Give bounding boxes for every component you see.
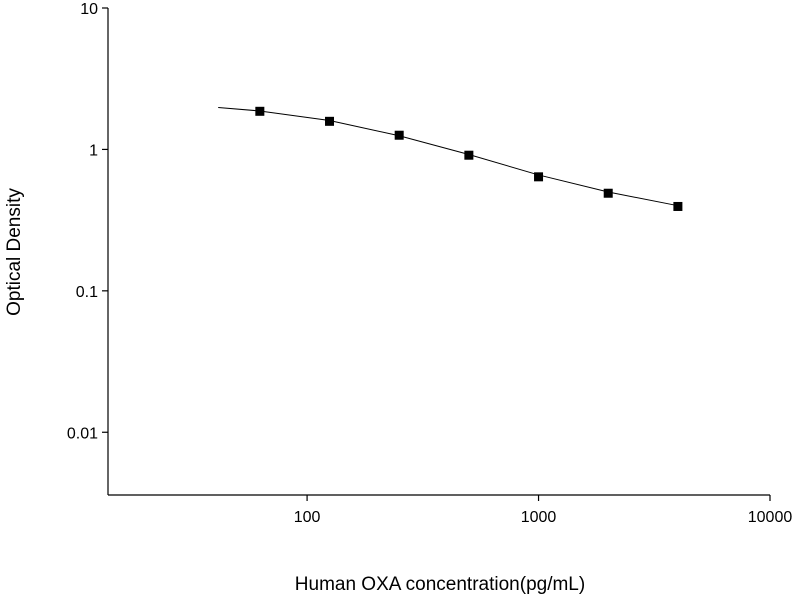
x-tick-label: 10000	[748, 509, 793, 526]
fit-curve	[218, 106, 678, 207]
data-point	[673, 201, 683, 211]
y-tick-label: 1	[89, 142, 98, 159]
data-point	[255, 106, 265, 116]
x-tick-label: 100	[294, 509, 321, 526]
data-point	[394, 130, 404, 140]
data-point	[464, 150, 474, 160]
y-axis-label: Optical Density	[4, 188, 25, 316]
y-tick-label: 0.1	[76, 284, 98, 301]
data-point	[603, 188, 613, 198]
data-point	[325, 116, 335, 126]
data-point	[534, 172, 544, 182]
x-tick-label: 1000	[521, 509, 557, 526]
y-tick-label: 0.01	[67, 425, 98, 442]
x-axis-label: Human OXA concentration(pg/mL)	[295, 574, 585, 595]
y-tick-label: 10	[80, 1, 98, 18]
